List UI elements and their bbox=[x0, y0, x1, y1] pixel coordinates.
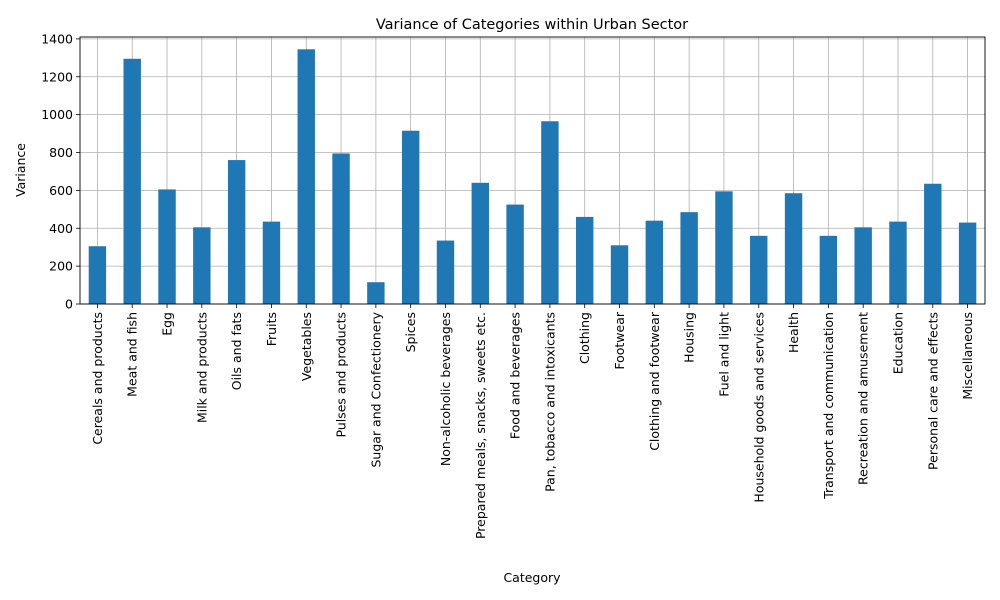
x-tick-label: Miscellaneous bbox=[960, 312, 975, 400]
bar bbox=[297, 49, 315, 305]
bar bbox=[958, 222, 977, 304]
x-tick-label: Milk and products bbox=[194, 312, 209, 423]
bar bbox=[262, 221, 281, 304]
bar bbox=[854, 227, 872, 304]
bar bbox=[610, 245, 629, 304]
bar bbox=[750, 235, 768, 304]
x-tick-label: Clothing and footwear bbox=[647, 311, 662, 451]
x-tick-label: Fruits bbox=[264, 312, 279, 346]
bar bbox=[367, 282, 385, 304]
x-tick-label: Meat and fish bbox=[125, 312, 140, 397]
bar bbox=[88, 246, 107, 304]
x-tick-label: Footwear bbox=[612, 311, 627, 370]
x-tick-label: Egg bbox=[160, 312, 175, 336]
bar bbox=[889, 221, 907, 304]
x-tick-label: Clothing bbox=[577, 312, 592, 364]
chart-title: Variance of Categories within Urban Sect… bbox=[376, 17, 688, 33]
x-axis-label: Category bbox=[503, 570, 561, 585]
x-tick-label: Health bbox=[786, 312, 801, 353]
bar bbox=[158, 189, 176, 304]
y-tick-label: 1400 bbox=[41, 31, 73, 46]
y-tick-label: 400 bbox=[49, 221, 73, 236]
bar bbox=[541, 121, 559, 304]
y-tick-label: 1000 bbox=[41, 107, 73, 122]
bars bbox=[88, 49, 977, 305]
bar bbox=[924, 183, 942, 304]
x-tick-label: Prepared meals, snacks, sweets etc. bbox=[473, 312, 488, 539]
bar bbox=[715, 191, 733, 304]
y-axis-label: Variance bbox=[13, 143, 28, 197]
bar bbox=[436, 240, 455, 304]
bar bbox=[645, 220, 664, 304]
bar bbox=[506, 204, 524, 304]
bar bbox=[680, 212, 698, 304]
x-tick-label: Education bbox=[890, 312, 905, 374]
y-axis-ticks: 0 200 400 600 800 1000 1200 1400 bbox=[41, 31, 80, 312]
x-tick-label: Sugar and Confectionery bbox=[368, 311, 383, 467]
x-tick-label: Fuel and light bbox=[716, 312, 731, 397]
axes bbox=[79, 36, 986, 305]
bar bbox=[784, 193, 803, 304]
bar bbox=[819, 235, 838, 304]
x-tick-label: Vegetables bbox=[299, 312, 314, 381]
x-tick-label: Pulses and products bbox=[334, 312, 349, 437]
x-tick-label: Pan, tobacco and intoxicants bbox=[542, 312, 557, 492]
x-tick-label: Recreation and amusement bbox=[856, 312, 871, 485]
bar bbox=[227, 160, 246, 304]
bar bbox=[401, 130, 420, 304]
y-tick-label: 0 bbox=[65, 297, 73, 312]
y-tick-label: 600 bbox=[49, 183, 73, 198]
y-tick-label: 200 bbox=[49, 259, 73, 274]
bar bbox=[332, 153, 350, 304]
bar bbox=[123, 58, 141, 304]
bar bbox=[471, 182, 489, 304]
x-tick-label: Spices bbox=[403, 312, 418, 352]
x-tick-label: Food and beverages bbox=[508, 312, 523, 439]
bar bbox=[193, 227, 211, 304]
y-tick-label: 1200 bbox=[41, 69, 73, 84]
x-tick-label: Transport and communication bbox=[821, 312, 836, 500]
x-axis-ticks: Cereals and products Meat and fish Egg Milk… bbox=[90, 304, 975, 539]
plot-frame bbox=[79, 36, 986, 305]
x-tick-label: Personal care and effects bbox=[925, 312, 940, 470]
y-tick-label: 800 bbox=[49, 145, 73, 160]
x-tick-label: Household goods and services bbox=[751, 312, 766, 503]
x-tick-label: Housing bbox=[682, 312, 697, 363]
x-tick-label: Cereals and products bbox=[90, 312, 105, 445]
bar bbox=[576, 216, 594, 304]
x-tick-label: Oils and fats bbox=[229, 312, 244, 390]
x-tick-label: Non-alcoholic beverages bbox=[438, 312, 453, 466]
